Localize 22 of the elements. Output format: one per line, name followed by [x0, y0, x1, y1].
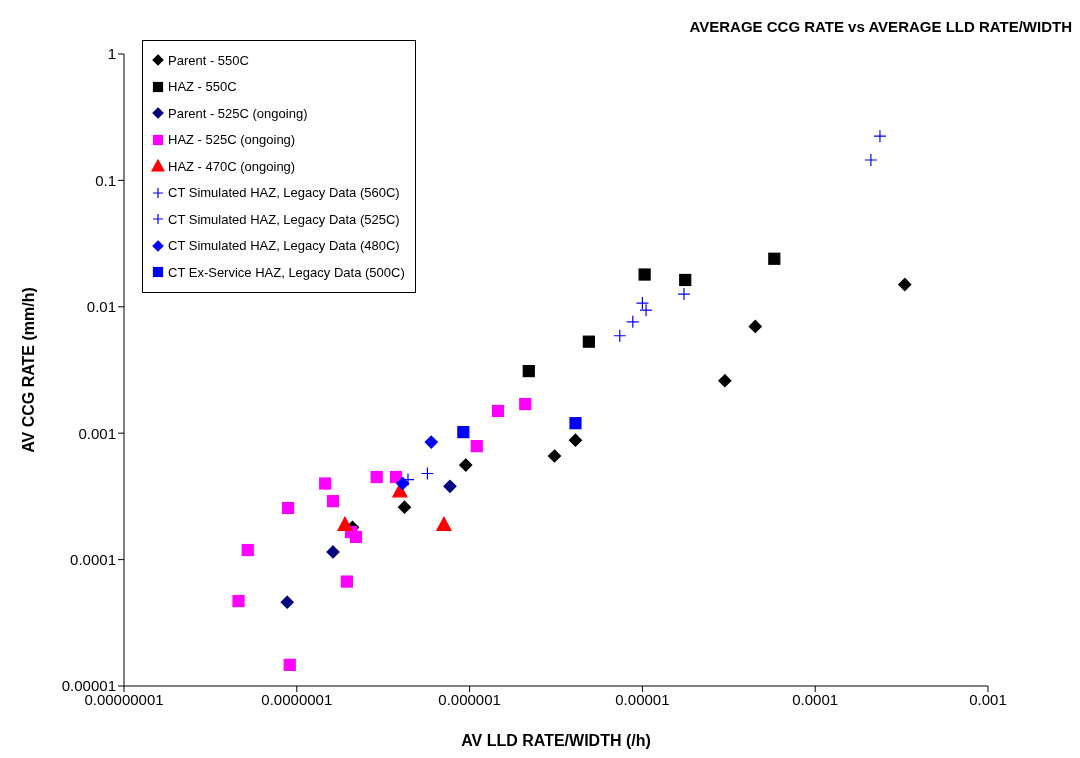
legend-label: HAZ - 525C (ongoing) — [168, 132, 296, 148]
chart-title: AVERAGE CCG RATE vs AVERAGE LLD RATE/WIDTH — [689, 18, 1072, 35]
y-axis-title: AV CCG RATE (mm/h) — [19, 287, 37, 453]
legend-label: CT Simulated HAZ, Legacy Data (480C) — [168, 238, 400, 254]
x-tick-label: 0.00001 — [615, 690, 670, 708]
legend-label: Parent - 550C — [168, 52, 249, 68]
y-tick-label: 0.001 — [78, 424, 116, 442]
x-tick-label: 0.000001 — [438, 690, 501, 708]
x-tick-label: 0.0000001 — [261, 690, 333, 708]
y-tick-label: 1 — [107, 45, 116, 63]
legend-label: HAZ - 550C — [168, 79, 237, 95]
x-tick-label: 0.0001 — [792, 690, 839, 708]
x-axis-title: AV LLD RATE/WIDTH (/h) — [461, 732, 651, 749]
y-tick-label: 0.0001 — [70, 550, 116, 568]
legend-label: Parent - 525C (ongoing) — [168, 105, 308, 121]
x-tick-label: 0.001 — [969, 690, 1007, 708]
legend-label: CT Simulated HAZ, Legacy Data (525C) — [168, 211, 400, 227]
y-tick-label: 0.1 — [95, 171, 116, 189]
legend-label: CT Ex-Service HAZ, Legacy Data (500C) — [168, 264, 405, 280]
legend-label: CT Simulated HAZ, Legacy Data (560C) — [168, 185, 400, 201]
legend-label: HAZ - 470C (ongoing) — [168, 158, 296, 174]
y-tick-label: 0.01 — [86, 298, 116, 316]
